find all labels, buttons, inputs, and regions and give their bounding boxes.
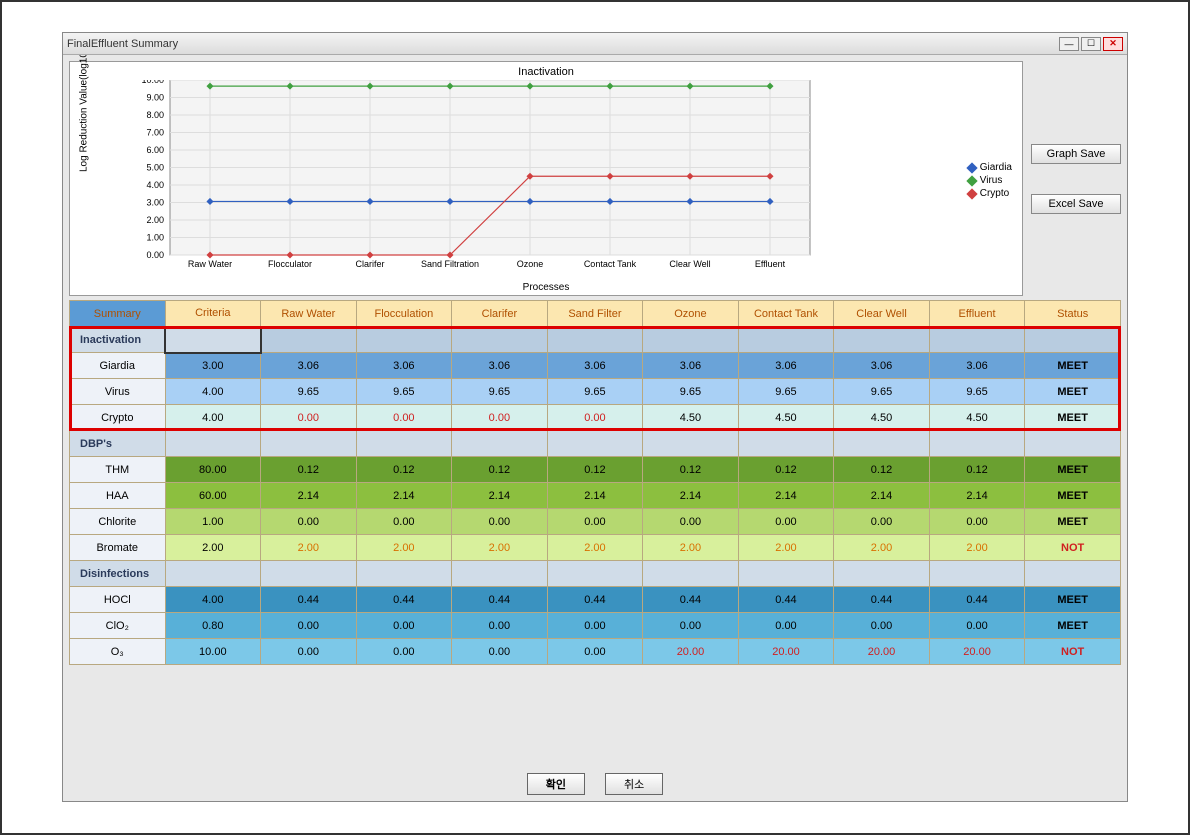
table-wrapper: SummaryCriteriaRaw WaterFlocculationClar… [69,300,1121,763]
graph-save-button[interactable]: Graph Save [1031,144,1121,164]
chart-row: Inactivation Log Reduction Value(log10) … [69,61,1121,296]
table-row: Chlorite1.000.000.000.000.000.000.000.00… [70,509,1121,535]
close-button[interactable]: ✕ [1103,37,1123,51]
table-header-row: SummaryCriteriaRaw WaterFlocculationClar… [70,301,1121,327]
svg-text:Raw Water: Raw Water [188,259,232,269]
svg-text:0.00: 0.00 [146,250,164,260]
svg-text:Effluent: Effluent [755,259,786,269]
svg-text:8.00: 8.00 [146,110,164,120]
window-title: FinalEffluent Summary [67,38,1059,50]
legend-item: Crypto [968,188,1012,199]
table-row: THM80.000.120.120.120.120.120.120.120.12… [70,457,1121,483]
table-row: HOCl4.000.440.440.440.440.440.440.440.44… [70,587,1121,613]
section-inactivation: Inactivation [70,327,1121,353]
table-row: Virus4.009.659.659.659.659.659.659.659.6… [70,379,1121,405]
svg-text:Flocculator: Flocculator [268,259,312,269]
table-row: O₃10.000.000.000.000.0020.0020.0020.0020… [70,639,1121,665]
window: FinalEffluent Summary — ☐ ✕ Inactivation… [62,32,1128,802]
chart-title: Inactivation [70,62,1022,78]
inactivation-chart: Inactivation Log Reduction Value(log10) … [69,61,1023,296]
col-contact-tank: Contact Tank [738,301,834,327]
table-body: InactivationGiardia3.003.063.063.063.063… [70,327,1121,665]
svg-text:Sand Filtration: Sand Filtration [421,259,479,269]
col-summary: Summary [70,301,166,327]
ok-button[interactable]: 확인 [527,773,585,795]
legend-item: Virus [968,175,1012,186]
summary-table: SummaryCriteriaRaw WaterFlocculationClar… [69,300,1121,665]
section-dbp-s: DBP's [70,431,1121,457]
legend-item: Giardia [968,162,1012,173]
table-row: ClO₂0.800.000.000.000.000.000.000.000.00… [70,613,1121,639]
col-status: Status [1025,301,1121,327]
col-clarifer: Clarifer [452,301,548,327]
svg-text:3.00: 3.00 [146,198,164,208]
table-row: Giardia3.003.063.063.063.063.063.063.063… [70,353,1121,379]
svg-text:5.00: 5.00 [146,163,164,173]
svg-text:7.00: 7.00 [146,128,164,138]
content-area: Inactivation Log Reduction Value(log10) … [63,55,1127,801]
svg-text:10.00: 10.00 [141,80,164,85]
svg-text:2.00: 2.00 [146,215,164,225]
col-flocculation: Flocculation [356,301,452,327]
col-criteria: Criteria [165,301,261,327]
minimize-button[interactable]: — [1059,37,1079,51]
col-effluent: Effluent [929,301,1025,327]
excel-save-button[interactable]: Excel Save [1031,194,1121,214]
svg-text:9.00: 9.00 [146,93,164,103]
col-ozone: Ozone [643,301,739,327]
svg-text:Clarifer: Clarifer [355,259,384,269]
svg-text:Clear Well: Clear Well [669,259,710,269]
titlebar: FinalEffluent Summary — ☐ ✕ [63,33,1127,55]
side-buttons: Graph Save Excel Save [1031,61,1121,296]
x-axis-label: Processes [70,282,1022,293]
chart-svg: 0.00 1.00 2.00 3.00 4.00 5.00 6.00 7.00 8.00 9.00… [130,80,830,285]
col-sand-filter: Sand Filter [547,301,643,327]
svg-text:Contact Tank: Contact Tank [584,259,637,269]
chart-legend: Giardia Virus Crypto [968,162,1012,201]
cancel-button[interactable]: 취소 [605,773,663,795]
table-row: Crypto4.000.000.000.000.004.504.504.504.… [70,405,1121,431]
window-controls: — ☐ ✕ [1059,37,1123,51]
y-axis-label: Log Reduction Value(log10) [79,55,90,172]
svg-text:4.00: 4.00 [146,180,164,190]
outer-frame: FinalEffluent Summary — ☐ ✕ Inactivation… [0,0,1190,835]
table-row: HAA60.002.142.142.142.142.142.142.142.14… [70,483,1121,509]
dialog-footer: 확인 취소 [69,767,1121,795]
col-raw-water: Raw Water [261,301,357,327]
col-clear-well: Clear Well [834,301,930,327]
table-row: Bromate2.002.002.002.002.002.002.002.002… [70,535,1121,561]
svg-text:6.00: 6.00 [146,145,164,155]
section-disinfections: Disinfections [70,561,1121,587]
maximize-button[interactable]: ☐ [1081,37,1101,51]
svg-text:1.00: 1.00 [146,233,164,243]
svg-text:Ozone: Ozone [517,259,544,269]
